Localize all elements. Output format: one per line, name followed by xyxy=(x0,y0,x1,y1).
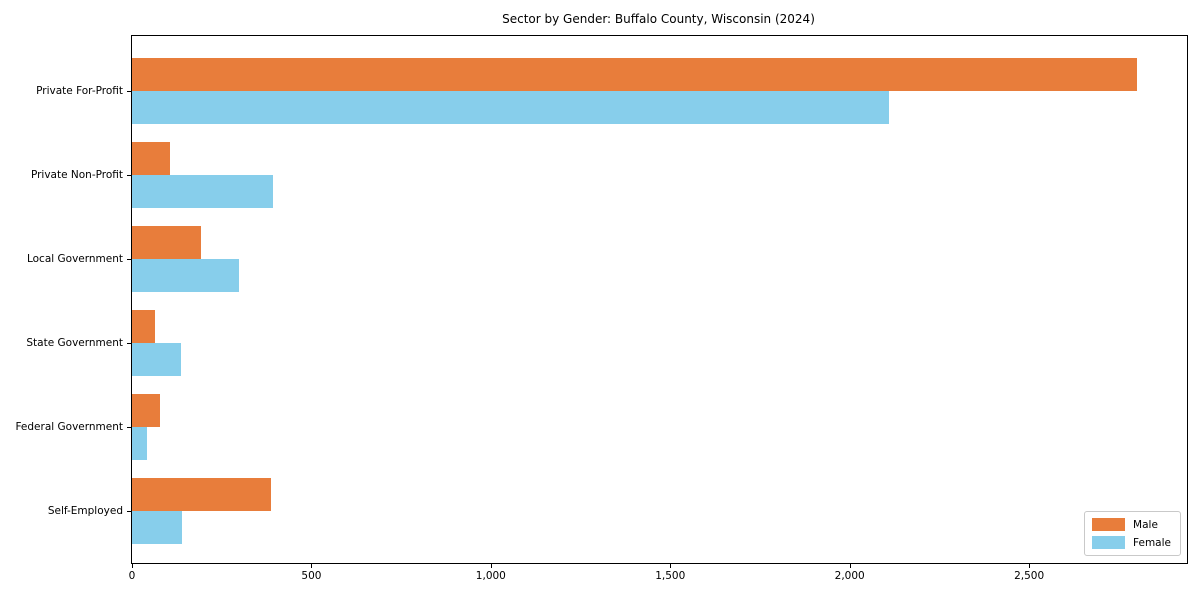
y-tick-label-private-for-profit: Private For-Profit xyxy=(36,85,123,97)
legend: Male Female xyxy=(1084,511,1181,556)
x-tick-mark-2000 xyxy=(849,564,851,568)
bar-female-private-for-profit xyxy=(132,91,890,124)
y-tick-mark-local-government xyxy=(127,259,131,260)
x-tick-mark-500 xyxy=(311,564,313,568)
x-tick-mark-2500 xyxy=(1029,564,1031,568)
y-tick-mark-private-non-profit xyxy=(127,175,131,176)
y-tick-mark-state-government xyxy=(127,343,131,344)
y-axis-labels: Private For-Profit Private Non-Profit Loca… xyxy=(0,36,123,563)
y-tick-mark-federal-government xyxy=(127,427,131,428)
x-tick-mark-1000 xyxy=(490,564,492,568)
legend-label-female: Female xyxy=(1133,536,1171,549)
x-tick-mark-1500 xyxy=(670,564,672,568)
plot-area: Male Female xyxy=(131,35,1188,564)
bar-female-self-employed xyxy=(132,511,182,544)
bar-female-state-government xyxy=(132,343,181,376)
x-tick-label-2000: 2,000 xyxy=(834,570,865,582)
y-tick-label-self-employed: Self-Employed xyxy=(47,505,123,517)
bar-male-self-employed xyxy=(132,478,271,511)
bar-female-local-government xyxy=(132,259,239,292)
bar-male-private-for-profit xyxy=(132,58,1137,91)
x-tick-mark-0 xyxy=(132,564,133,568)
bar-male-federal-government xyxy=(132,394,161,427)
y-tick-mark-private-for-profit xyxy=(127,91,131,92)
legend-item-female: Female xyxy=(1092,536,1171,549)
x-tick-label-1500: 1,500 xyxy=(655,570,686,582)
legend-swatch-female xyxy=(1092,536,1126,549)
x-tick-label-1000: 1,000 xyxy=(475,570,506,582)
y-tick-mark-self-employed xyxy=(127,511,131,512)
y-tick-label-private-non-profit: Private Non-Profit xyxy=(30,169,123,181)
x-tick-label-0: 0 xyxy=(128,570,136,582)
bar-male-state-government xyxy=(132,310,155,343)
y-tick-label-state-government: State Government xyxy=(26,337,123,349)
bar-female-private-non-profit xyxy=(132,175,274,208)
legend-item-male: Male xyxy=(1092,518,1171,531)
x-tick-label-500: 500 xyxy=(301,570,322,582)
bar-female-federal-government xyxy=(132,427,148,460)
y-tick-label-federal-government: Federal Government xyxy=(15,421,123,433)
x-tick-label-2500: 2,500 xyxy=(1014,570,1045,582)
bar-male-private-non-profit xyxy=(132,142,171,175)
legend-swatch-male xyxy=(1092,518,1126,531)
chart-title: Sector by Gender: Buffalo County, Wiscon… xyxy=(502,12,815,26)
legend-label-male: Male xyxy=(1133,518,1158,531)
y-tick-label-local-government: Local Government xyxy=(26,253,123,265)
bar-male-local-government xyxy=(132,226,202,259)
